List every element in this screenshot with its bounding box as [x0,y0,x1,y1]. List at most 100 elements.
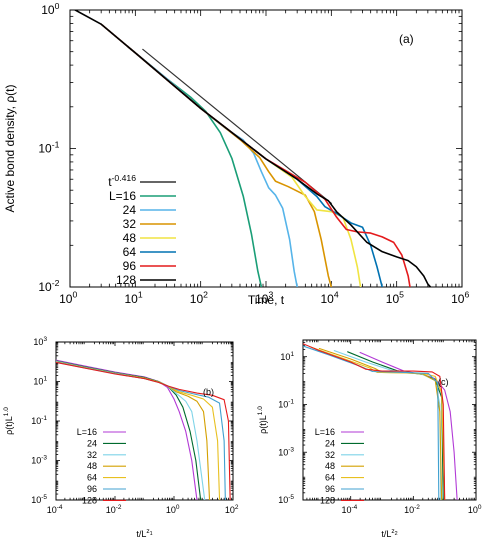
series-c-5 [303,345,440,500]
y-tick-label-exponent: -3 [288,446,294,453]
y-tick-label-exponent: -5 [41,494,47,501]
x-tick-label-exponent: -2 [116,504,122,511]
x-axis-label-sub: 1 [150,531,153,537]
x-tick-label-mantissa: 10 [451,292,465,306]
x-tick-label: 100 [59,290,77,306]
x-tick-label: 104 [320,290,338,306]
legend-label: 128 [82,495,97,505]
panel-label-b: (b) [203,387,214,397]
y-axis-label-sup: 1.0 [257,406,264,415]
x-tick-label-mantissa: 10 [190,292,204,306]
y-tick-label-exponent: -1 [52,139,60,149]
x-tick-label-mantissa: 10 [106,505,116,515]
series-group-a [74,10,432,287]
x-axis-label-sub: 2 [395,531,398,537]
y-tick-label: 10-5 [278,494,294,505]
legend-label: 24 [87,438,97,448]
legend-label: 64 [87,473,97,483]
legend-label-text: 24 [123,203,137,217]
legend-label-text: 128 [116,273,136,287]
y-tick-label-exponent: -5 [288,494,294,501]
y-axis-label: Active bond density, ρ(t) [3,85,17,213]
legend-label-sup: -0.416 [112,173,137,183]
x-axis-label-sup: z [391,528,394,535]
x-tick-label-exponent: 0 [72,290,77,300]
x-tick-label: 103 [255,290,273,306]
legend-label: 64 [325,473,335,483]
legend-label: 128 [320,495,335,505]
x-tick-label: 102 [190,290,208,306]
y-tick-label-mantissa: 10 [33,337,43,347]
legend-label-text: 64 [123,245,137,259]
y-axis-label-base: ρ(t)L [258,415,268,434]
x-tick-label: 102 [225,504,239,515]
x-tick-label-mantissa: 10 [386,292,400,306]
legend-label: 32 [123,217,137,231]
y-tick-label-mantissa: 10 [31,416,41,426]
x-tick-label-exponent: 0 [478,504,482,511]
x-tick-label: 101 [124,290,142,306]
y-axis-label-sup: 1.0 [3,407,10,416]
y-tick-label: 103 [33,336,47,347]
y-tick-label-mantissa: 10 [33,377,43,387]
x-tick-label: 105 [386,290,404,306]
x-tick-label: 10-4 [341,504,357,515]
x-tick-label: 100 [468,504,482,515]
x-tick-label-mantissa: 10 [166,505,176,515]
y-axis-label-base: ρ(t)L [4,416,14,435]
series-a-5 [100,23,383,287]
x-tick-label-exponent: -2 [414,504,420,511]
legend-label-text: L=16 [109,189,136,203]
x-tick-label-mantissa: 10 [341,505,351,515]
y-tick-label-exponent: 1 [43,376,47,383]
x-tick-label-mantissa: 10 [468,505,478,515]
legend-label-text: 48 [123,231,137,245]
x-axis-label: Time, t [248,293,285,307]
y-tick-label: 10-3 [278,446,294,457]
x-axis-label-base: t/L [136,529,146,539]
y-tick-label-mantissa: 10 [31,495,41,505]
y-tick-label: 10-2 [38,278,59,294]
x-tick-label-exponent: 1 [138,290,143,300]
x-tick-label-exponent: -4 [351,504,357,511]
y-tick-label-mantissa: 10 [278,447,288,457]
y-tick-label-exponent: -2 [52,278,60,288]
legend-label: L=16 [109,189,136,203]
legend-label-text: t [108,175,112,189]
legend-label: 32 [325,450,335,460]
legend-label-text: 32 [123,217,137,231]
series-group-c [303,343,458,500]
series-a-0 [142,48,332,204]
legend-label: 128 [116,273,136,287]
series-c-6 [303,343,446,500]
legend-label: 64 [123,245,137,259]
legend-label: L=16 [77,427,97,437]
x-axis-label: t/Lz2 [381,528,397,539]
plot-frame-c [302,339,477,501]
y-tick-label-mantissa: 10 [41,3,55,17]
x-tick-label-exponent: 4 [334,290,339,300]
y-tick-label: 10-5 [31,494,47,505]
x-tick-label: 10-2 [106,504,122,515]
legend-label: 96 [325,484,335,494]
y-tick-label: 100 [41,1,59,17]
series-group-b [56,359,231,500]
y-tick-label: 10-1 [38,139,59,155]
legend-label: 96 [123,259,137,273]
legend-label: 48 [325,461,335,471]
x-tick-label-exponent: -4 [57,504,63,511]
y-tick-label-mantissa: 10 [38,142,52,156]
x-tick-label-exponent: 2 [203,290,208,300]
legend-label: 32 [87,450,97,460]
legend-label: 24 [325,438,335,448]
legend-label: 48 [87,461,97,471]
x-tick-label-mantissa: 10 [404,505,414,515]
y-tick-label-mantissa: 10 [38,280,52,294]
x-tick-label-mantissa: 10 [47,505,57,515]
x-tick-label-exponent: 5 [399,290,404,300]
x-tick-label-mantissa: 10 [124,292,138,306]
x-tick-label: 10-2 [404,504,420,515]
